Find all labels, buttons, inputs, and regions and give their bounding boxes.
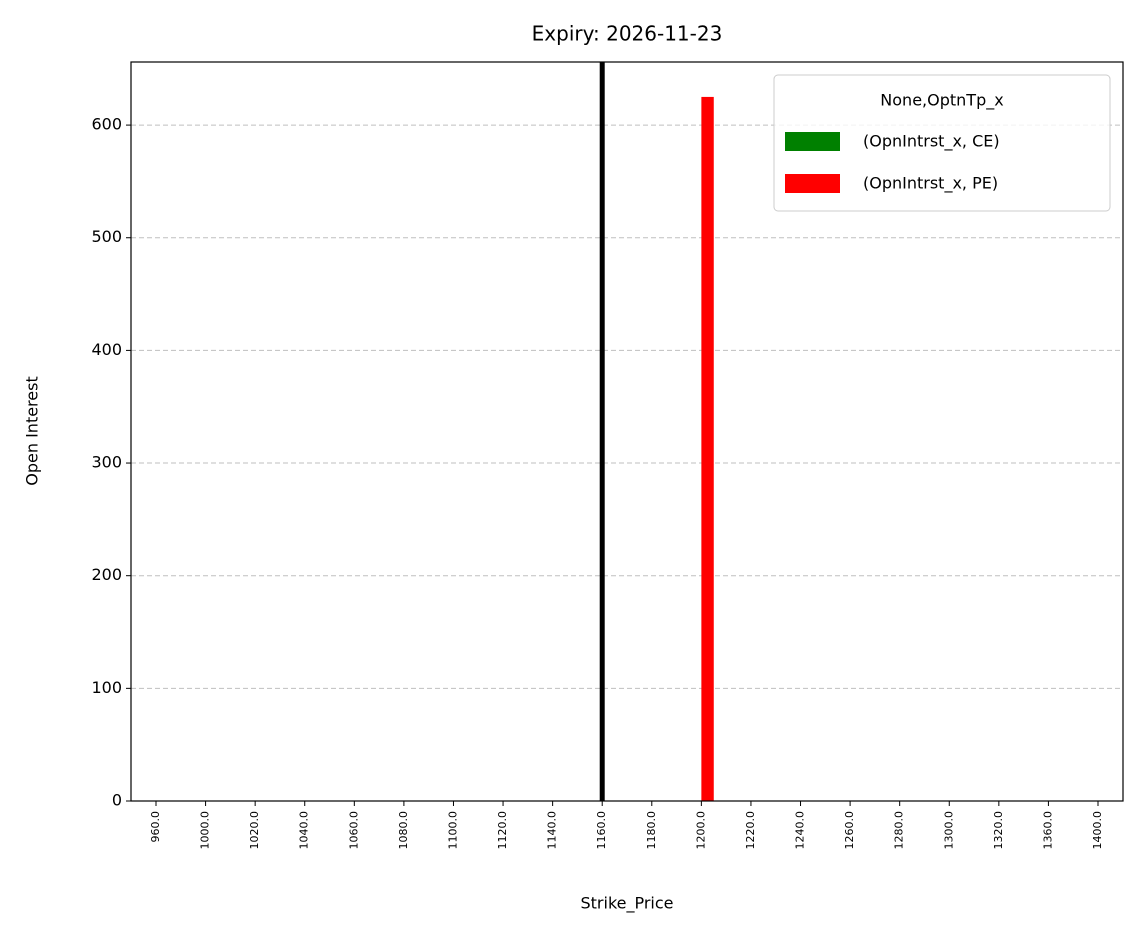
y-tick-label: 400 (91, 340, 122, 359)
x-tick-label: 1320.0 (992, 811, 1005, 850)
y-tick-label: 100 (91, 678, 122, 697)
x-tick-label: 1360.0 (1041, 811, 1054, 850)
x-tick-label: 1300.0 (942, 811, 955, 850)
legend-title: None,OptnTp_x (880, 91, 1003, 111)
legend-label: (OpnIntrst_x, CE) (863, 132, 1000, 152)
y-tick-label: 0 (112, 791, 122, 810)
x-tick-label: 1160.0 (595, 811, 608, 850)
x-tick-label: 1120.0 (496, 811, 509, 850)
x-tick-label: 1040.0 (298, 811, 311, 850)
x-tick-label: 1400.0 (1091, 811, 1104, 850)
y-tick-label: 300 (91, 453, 122, 472)
legend-swatch (785, 174, 840, 193)
legend-box (773, 74, 1111, 212)
x-tick-label: 1240.0 (794, 811, 807, 850)
x-tick-label: 1000.0 (199, 811, 212, 850)
y-axis-label: Open Interest (23, 376, 42, 485)
x-axis-label: Strike_Price (580, 894, 673, 914)
x-tick-label: 1060.0 (347, 811, 360, 850)
plot-frame (130, 61, 1124, 802)
legend-swatch (785, 132, 840, 151)
y-tick-label: 500 (91, 227, 122, 246)
x-tick-label: 1100.0 (446, 811, 459, 850)
x-tick-label: 1200.0 (694, 811, 707, 850)
bar (701, 96, 714, 802)
x-tick-label: 1180.0 (645, 811, 658, 850)
x-tick-label: 1260.0 (843, 811, 856, 850)
chart-title: Expiry: 2026-11-23 (532, 22, 723, 46)
x-tick-label: 960.0 (149, 811, 162, 843)
x-tick-label: 1020.0 (248, 811, 261, 850)
y-tick-label: 600 (91, 115, 122, 134)
legend: None,OptnTp_x (OpnIntrst_x, CE) (OpnIntrst… (773, 74, 1111, 212)
legend-label: (OpnIntrst_x, PE) (863, 174, 998, 194)
x-tick-label: 1140.0 (546, 811, 559, 850)
x-tick-label: 1080.0 (397, 811, 410, 850)
y-tick-label: 200 (91, 565, 122, 584)
x-tick-label: 1220.0 (744, 811, 757, 850)
x-tick-label: 1280.0 (893, 811, 906, 850)
